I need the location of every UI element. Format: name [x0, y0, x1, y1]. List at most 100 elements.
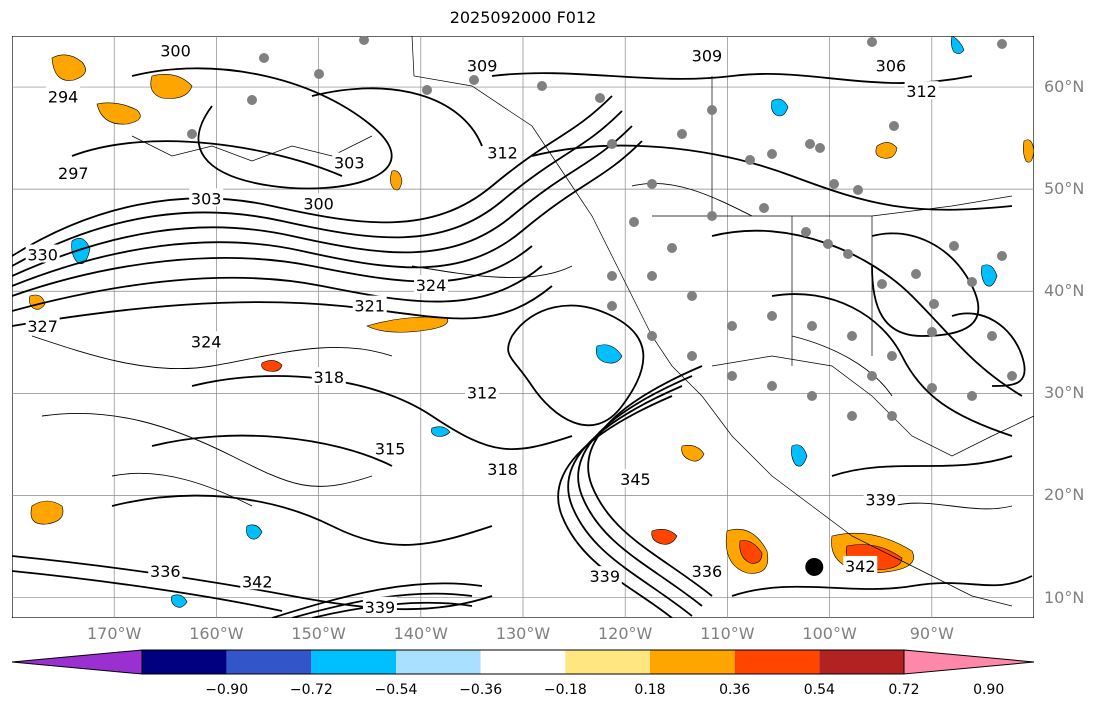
contour-label-background	[465, 382, 500, 401]
contour-label-background	[689, 561, 724, 580]
contour-label: 303	[334, 154, 365, 173]
station-dot	[801, 227, 811, 237]
contour-label: 324	[416, 276, 447, 295]
station-dot	[314, 69, 324, 79]
contour-label-background	[25, 316, 60, 334]
contour-label-background	[414, 275, 449, 294]
colorbar-tick-label: −0.54	[374, 682, 418, 698]
station-dot	[422, 85, 432, 95]
contour-label-background	[587, 566, 622, 585]
station-dot	[537, 81, 547, 91]
contour-label: 309	[467, 57, 498, 76]
contour-label-background	[362, 596, 397, 615]
longitude-label: 130°W	[495, 624, 551, 643]
contour-label: 345	[620, 470, 651, 489]
contour-label: 336	[150, 562, 181, 581]
station-dot	[807, 391, 817, 401]
colorbar-segment	[142, 650, 227, 674]
station-dot	[759, 203, 769, 213]
colorbar-segment	[226, 650, 312, 674]
map-panel[interactable]: 300 294 297 303 303 300 309 312 309 306 312 321 324 3…	[12, 36, 1034, 618]
contour-label: 339	[865, 491, 896, 510]
colorbar	[12, 649, 1035, 675]
contour-label: 306	[876, 57, 907, 76]
contour-label-background	[240, 571, 275, 590]
contour-label: 318	[314, 368, 345, 387]
colorbar-tick-label: −0.90	[205, 682, 249, 698]
station-dot	[847, 411, 857, 421]
shaded-patches	[29, 36, 1034, 608]
station-dot	[647, 331, 657, 341]
station-dot	[187, 129, 197, 139]
colorbar-segment	[819, 650, 904, 674]
colorbar-segment	[734, 650, 820, 674]
map-title: 2025092000 F012	[449, 8, 597, 27]
graticule	[12, 36, 1034, 618]
station-dot	[997, 39, 1007, 49]
contour-label-background	[689, 45, 724, 64]
station-dot	[829, 179, 839, 189]
contour-labels: 300 294 297 303 303 300 309 312 309 306 312 321 324 3…	[25, 40, 939, 617]
station-dot	[607, 271, 617, 281]
colorbar-max-extension	[903, 649, 1035, 675]
colorbar-tick-label: 0.36	[719, 682, 751, 698]
station-dot	[887, 351, 897, 361]
colorbar-segment	[650, 650, 735, 674]
contour-label-background	[485, 142, 520, 161]
station-dot	[823, 239, 833, 249]
longitude-label: 110°W	[700, 624, 755, 643]
colorbar-segment	[480, 650, 566, 674]
station-dot	[647, 179, 657, 189]
contour-label-background	[158, 40, 193, 59]
contour-label-background	[485, 458, 520, 477]
contour-label: 300	[160, 41, 191, 60]
colorbar-tick-label: −0.18	[543, 682, 587, 698]
station-markers	[187, 36, 1017, 421]
contour-label-background	[863, 489, 898, 508]
colorbar-frame	[141, 649, 905, 675]
station-dot	[887, 411, 897, 421]
contour-label: 303	[191, 189, 222, 208]
contour-label: 339	[365, 598, 396, 617]
station-dot	[805, 139, 815, 149]
contour-label: 312	[906, 82, 937, 101]
longitude-label: 140°W	[393, 624, 448, 643]
contour-label: 318	[487, 460, 518, 479]
thin-contours	[31, 182, 1013, 510]
colorbar-segment	[311, 650, 396, 674]
station-dot	[767, 381, 777, 391]
contour-label-background	[873, 55, 908, 74]
station-dot	[967, 277, 977, 287]
station-dot	[687, 291, 697, 301]
station-dot	[469, 75, 479, 85]
station-dot	[927, 383, 937, 393]
station-dot	[997, 251, 1007, 261]
station-dot	[707, 105, 717, 115]
station-dot	[607, 301, 617, 311]
station-dot	[677, 129, 687, 139]
longitude-label: 170°W	[87, 624, 142, 643]
contour-label: 336	[692, 562, 723, 581]
station-dot	[987, 331, 997, 341]
colorbar-segment	[565, 650, 650, 674]
station-dot	[247, 95, 257, 105]
contour-lines	[12, 67, 1033, 618]
station-dot	[727, 371, 737, 381]
station-dot	[889, 121, 899, 131]
station-dot	[877, 279, 887, 289]
contour-label: 342	[845, 557, 876, 576]
contour-label-background	[843, 555, 878, 574]
contour-label-background	[56, 162, 91, 181]
station-dot	[707, 211, 717, 221]
colorbar-tick-label: −0.72	[289, 682, 333, 698]
map-canvas[interactable]: 300 294 297 303 303 300 309 312 309 306 312 321 324 3…	[12, 36, 1034, 618]
latitude-label: 40°N	[1044, 281, 1085, 301]
contour-label-background	[25, 244, 60, 263]
station-dot	[745, 155, 755, 165]
station-dot	[727, 321, 737, 331]
contour-label-background	[618, 469, 653, 488]
station-dot	[595, 93, 605, 103]
contour-label-background	[352, 295, 387, 314]
colorbar-min-extension	[12, 649, 143, 675]
station-dot	[767, 149, 777, 159]
